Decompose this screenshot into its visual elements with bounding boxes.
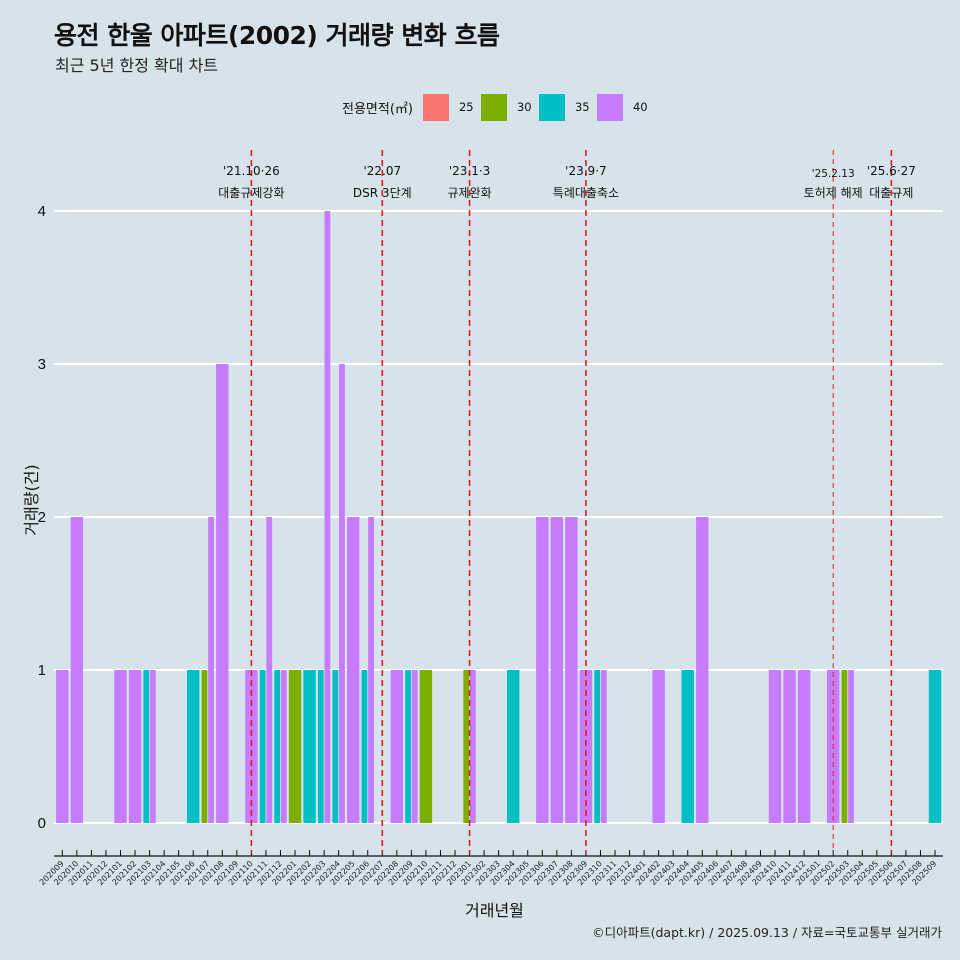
legend-label-35: 35: [574, 100, 590, 114]
y-tick-label: 1: [38, 662, 46, 679]
bar-202307-40: [550, 517, 564, 823]
bar-202110-40: [245, 670, 258, 823]
bar-202308-40: [565, 517, 578, 823]
bar-202111-40: [266, 517, 273, 823]
bar-202201-30: [288, 670, 302, 823]
bar-202009-40: [56, 670, 69, 823]
bar-202112-40: [280, 670, 287, 823]
bar-202204-40: [339, 364, 345, 823]
legend-item-40: 40: [596, 93, 655, 121]
footer-credit: ©디아파트(dapt.kr) / 2025.09.13 / 자료=국토교통부 실…: [592, 925, 942, 940]
bar-202509-35: [928, 670, 942, 823]
event-label-202301: 규제완화: [447, 186, 491, 200]
legend-label-40: 40: [632, 100, 648, 114]
bar-202310-35: [594, 670, 601, 823]
bar-202204-35: [332, 670, 339, 823]
event-label-202207: DSR 3단계: [353, 186, 412, 200]
bar-202309-40: [579, 670, 593, 823]
bar-202203-35: [317, 670, 324, 823]
bar-202301-30: [463, 670, 470, 823]
bar-202402-40: [652, 670, 665, 823]
y-tick-label: 2: [38, 509, 46, 526]
legend-key-35: [538, 93, 565, 121]
y-tick-label: 4: [38, 203, 46, 220]
bar-202206-35: [361, 670, 368, 823]
chart-title: 용전 한울 아파트(2002) 거래량 변화 흐름: [54, 21, 500, 50]
event-label-202502: 토허제 해제: [804, 186, 863, 200]
bar-202206-40: [368, 517, 374, 823]
bar-202205-40: [347, 517, 360, 823]
chart-subtitle: 최근 5년 한정 확대 차트: [55, 56, 219, 75]
bar-202412-40: [797, 670, 811, 823]
event-date-202207: '22.07: [363, 164, 401, 178]
legend: 전용면적(㎡) 25 30 35 40: [342, 92, 655, 122]
bar-202107-30: [201, 670, 208, 823]
bar-202111-35: [259, 670, 266, 823]
event-date-202110: '21.10·26: [223, 164, 280, 178]
bar-202107-40: [208, 517, 214, 823]
bar-202010-40: [70, 517, 84, 823]
bar-202310-40: [600, 670, 607, 823]
event-label-202110: 대출규제강화: [218, 186, 284, 200]
bar-202108-40: [216, 364, 229, 823]
legend-title: 전용면적(㎡): [342, 101, 413, 117]
event-date-202506: '25.6·27: [867, 164, 916, 178]
bar-202301-40: [469, 670, 476, 823]
legend-label-30: 30: [516, 100, 532, 114]
legend-item-30: 30: [480, 93, 539, 121]
bar-202410-40: [768, 670, 782, 823]
bar-202112-35: [274, 670, 281, 823]
bar-202101-40: [114, 670, 127, 823]
bar-202103-35: [143, 670, 150, 823]
event-label-202309: 특례대출축소: [553, 186, 619, 200]
legend-item-25: 25: [422, 93, 481, 121]
event-date-202502: '25.2.13: [812, 168, 855, 180]
y-axis-label: 거래량(건): [22, 464, 41, 536]
bar-202202-35: [303, 670, 316, 823]
bar-202503-30: [841, 670, 848, 823]
bar-202411-40: [783, 670, 796, 823]
bar-202210-30: [419, 670, 433, 823]
event-date-202301: '23.1·3: [449, 164, 490, 178]
event-label-202506: 대출규제: [869, 186, 913, 200]
bar-202404-35: [681, 670, 694, 823]
bar-202102-40: [128, 670, 142, 823]
bar-202405-40: [696, 517, 709, 823]
legend-item-35: 35: [538, 93, 597, 121]
bar-202209-40: [411, 670, 418, 823]
x-axis-label: 거래년월: [465, 901, 524, 920]
legend-label-25: 25: [458, 100, 474, 114]
y-tick-label: 3: [38, 356, 46, 373]
legend-key-40: [596, 93, 623, 121]
legend-key-25: [422, 93, 449, 121]
bar-202306-40: [536, 517, 549, 823]
event-date-202309: '23.9·7: [565, 164, 606, 178]
bar-202106-35: [187, 670, 200, 823]
bar-202203-40: [324, 211, 331, 823]
legend-key-30: [480, 93, 507, 121]
bar-202503-40: [848, 670, 854, 823]
bar-202103-40: [149, 670, 156, 823]
y-tick-label: 0: [38, 815, 46, 832]
bar-202209-35: [405, 670, 411, 823]
bar-202208-40: [390, 670, 404, 823]
bar-202304-35: [506, 670, 520, 823]
